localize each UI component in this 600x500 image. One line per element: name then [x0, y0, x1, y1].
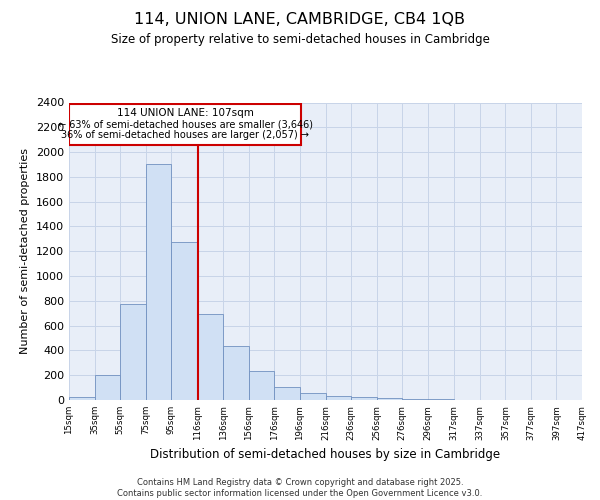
Text: ← 63% of semi-detached houses are smaller (3,646): ← 63% of semi-detached houses are smalle…	[58, 120, 313, 130]
Bar	[325, 396, 351, 400]
Bar	[300, 392, 325, 400]
Bar	[95, 375, 120, 400]
Bar	[171, 242, 198, 400]
Bar	[69, 397, 95, 400]
Bar	[69, 104, 301, 144]
Text: 36% of semi-detached houses are larger (2,057) →: 36% of semi-detached houses are larger (…	[61, 130, 309, 140]
X-axis label: Distribution of semi-detached houses by size in Cambridge: Distribution of semi-detached houses by …	[151, 448, 500, 461]
Text: 114, UNION LANE, CAMBRIDGE, CB4 1QB: 114, UNION LANE, CAMBRIDGE, CB4 1QB	[134, 12, 466, 28]
Bar	[351, 397, 377, 400]
Text: Contains HM Land Registry data © Crown copyright and database right 2025.
Contai: Contains HM Land Registry data © Crown c…	[118, 478, 482, 498]
Bar	[120, 304, 146, 400]
Bar	[198, 314, 223, 400]
Text: 114 UNION LANE: 107sqm: 114 UNION LANE: 107sqm	[116, 108, 254, 118]
Bar	[377, 398, 402, 400]
Bar	[223, 346, 249, 400]
Bar	[249, 372, 274, 400]
Bar	[146, 164, 171, 400]
Y-axis label: Number of semi-detached properties: Number of semi-detached properties	[20, 148, 31, 354]
Bar	[274, 387, 300, 400]
Text: Size of property relative to semi-detached houses in Cambridge: Size of property relative to semi-detach…	[110, 32, 490, 46]
